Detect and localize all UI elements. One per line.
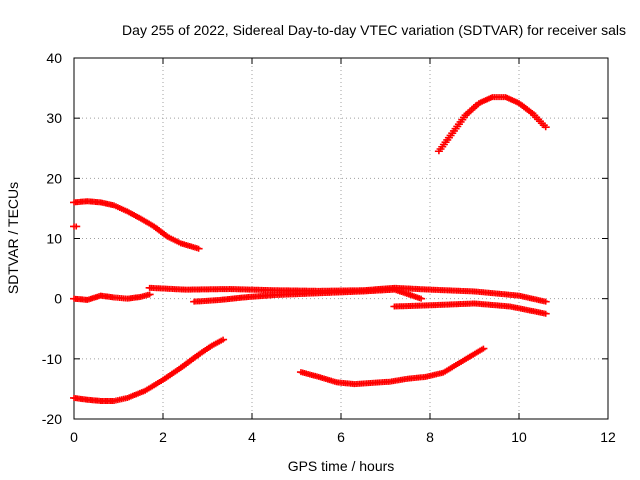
data-series: [70, 223, 81, 230]
data-point: [477, 346, 486, 353]
x-tick-label: 6: [337, 429, 345, 445]
data-series: [70, 336, 228, 404]
data-series: [390, 300, 550, 317]
data-point: [541, 124, 550, 131]
data-series: [190, 286, 426, 305]
data-point: [219, 336, 228, 343]
x-tick-label: 0: [70, 429, 78, 445]
data-series: [70, 198, 203, 252]
x-tick-label: 8: [426, 429, 434, 445]
data-series: [70, 291, 154, 303]
y-tick-label: 20: [46, 170, 62, 186]
y-tick-label: 10: [46, 231, 62, 247]
data-points: [70, 94, 550, 404]
y-tick-label: 0: [54, 291, 62, 307]
y-tick-label: -20: [42, 411, 62, 427]
data-point: [541, 298, 550, 305]
data-point: [194, 245, 203, 252]
y-tick-label: 40: [46, 50, 62, 66]
data-point: [217, 337, 226, 344]
data-point: [145, 291, 154, 298]
x-tick-label: 2: [159, 429, 167, 445]
chart-title: Day 255 of 2022, Sidereal Day-to-day VTE…: [122, 22, 626, 38]
x-axis-label: GPS time / hours: [288, 458, 395, 474]
data-point: [417, 295, 426, 302]
data-series: [434, 94, 550, 155]
data-point: [479, 345, 488, 352]
data-series: [296, 345, 488, 388]
x-tick-label: 10: [511, 429, 527, 445]
grid-lines: [74, 58, 608, 419]
y-tick-label: 30: [46, 110, 62, 126]
data-point: [541, 310, 550, 317]
y-tick-label: -10: [42, 351, 62, 367]
x-tick-label: 12: [600, 429, 616, 445]
y-axis-label: SDTVAR / TECUs: [5, 182, 21, 294]
x-tick-label: 4: [248, 429, 256, 445]
data-point: [72, 223, 81, 230]
axis-ticks: 0 2 4 6 8 10 12 -20 -10 0 10 20 30 40: [42, 50, 616, 445]
